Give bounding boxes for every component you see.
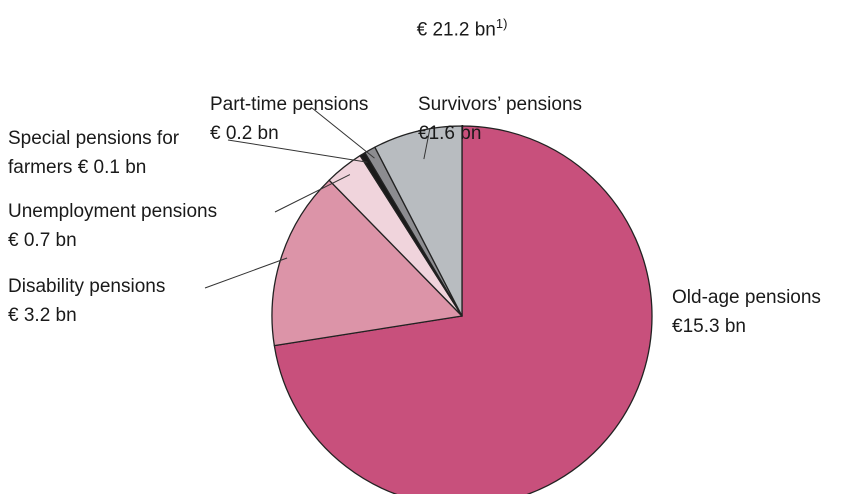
slice-value: € 3.2 bn [8,305,77,326]
leader-line [311,107,375,159]
slice-value: €1.6 bn [418,123,482,144]
slice-name: Special pensions for farmers [8,128,180,178]
chart-title: € 21.2 bn [416,19,496,41]
title-note: 1) [495,16,508,31]
slice-name: Disability pensions [8,276,166,297]
leader-line [274,174,351,213]
slice-label: Unemployment pensions € 0.7 bn [8,197,288,255]
pie-slice [273,125,653,494]
slice-value: €15.3 bn [672,316,746,337]
slice-name: Part-time pensions [210,94,369,115]
pie-slice [374,125,463,317]
slice-value: € 0.7 bn [8,230,77,251]
slice-name: Old-age pensions [672,287,821,308]
pie-slice [271,179,463,347]
chart-title-box: € 21.2 bn1) [0,16,861,41]
slice-value: € 0.2 bn [210,123,279,144]
leader-line [204,257,288,289]
slice-label: Survivors’ pensions €1.6 bn [418,90,618,148]
slice-value: € 0.1 bn [77,157,147,178]
leader-line [227,139,368,163]
slice-name: Unemployment pensions [8,201,218,222]
slice-label: Disability pensions € 3.2 bn [8,272,228,330]
slice-name: Survivors’ pensions [418,94,583,115]
slice-label: Special pensions for farmers € 0.1 bn [8,124,238,182]
slice-label: Part-time pensions € 0.2 bn [210,90,410,148]
leader-line [423,127,431,160]
slice-label: Old-age pensions €15.3 bn [672,283,861,341]
